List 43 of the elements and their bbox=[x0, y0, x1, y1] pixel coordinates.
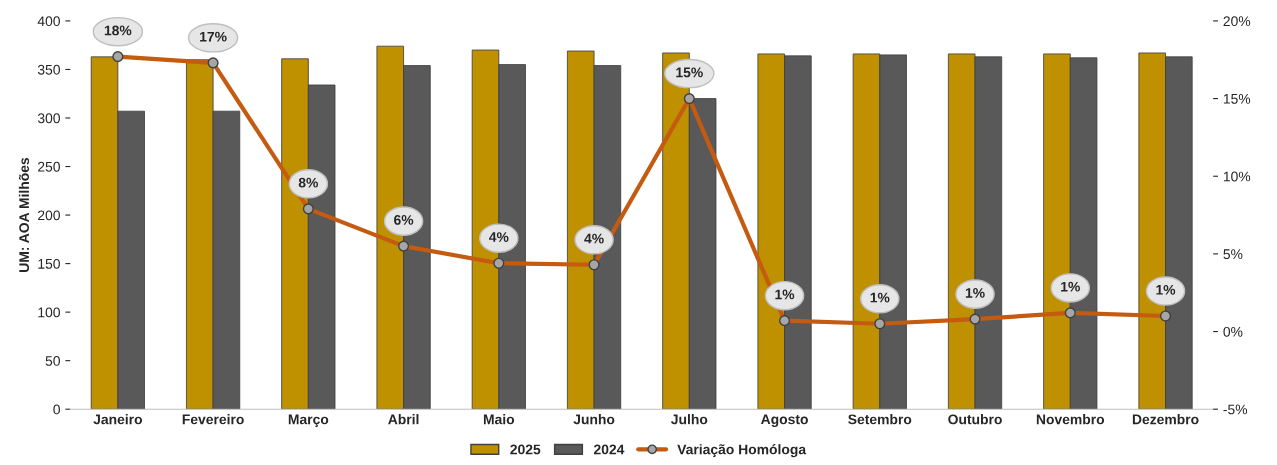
x-tick-label: Agosto bbox=[760, 414, 808, 428]
legend-label: Variação Homóloga bbox=[677, 444, 807, 458]
x-tick-label: Março bbox=[288, 414, 329, 428]
data-label: 18% bbox=[104, 25, 132, 36]
data-label: 1% bbox=[1061, 281, 1080, 292]
data-label: 4% bbox=[489, 232, 509, 242]
data-label: 8% bbox=[298, 177, 319, 188]
data-label: 17% bbox=[200, 31, 227, 42]
legend-label: 2025 bbox=[510, 444, 541, 455]
y-tick-label: 300 bbox=[37, 113, 60, 124]
x-tick-label: Maio bbox=[483, 414, 515, 425]
x-tick-label: Dezembro bbox=[1132, 414, 1199, 425]
x-tick-label: Julho bbox=[671, 414, 708, 425]
x-tick-label: Outubro bbox=[948, 414, 1002, 425]
data-label: 1% bbox=[775, 289, 795, 300]
data-label: 4% bbox=[584, 233, 604, 244]
data-label: 6% bbox=[394, 215, 414, 225]
y2-tick-label: 20% bbox=[1223, 16, 1251, 27]
y-tick-label: 0 bbox=[53, 404, 60, 415]
y-axis-title: UM: AOA Milhões bbox=[18, 157, 30, 272]
y-tick-label: 250 bbox=[38, 161, 60, 172]
y-tick-label: 200 bbox=[38, 210, 60, 221]
x-tick-label: Setembro bbox=[848, 414, 912, 425]
y2-tick-label: 10% bbox=[1223, 171, 1251, 182]
x-tick-label: Novembro bbox=[1036, 414, 1105, 425]
x-tick-label: Abril bbox=[388, 414, 419, 425]
y-tick-label: 350 bbox=[37, 64, 60, 75]
y2-tick-label: -5% bbox=[1223, 404, 1248, 415]
y-tick-label: 400 bbox=[37, 16, 60, 27]
data-label: 15% bbox=[676, 67, 703, 78]
y2-tick-label: 0% bbox=[1223, 326, 1243, 337]
x-tick-label: Fevereiro bbox=[182, 414, 244, 425]
legend-label: 2024 bbox=[593, 444, 625, 455]
x-tick-label: Janeiro bbox=[93, 414, 143, 425]
data-label: 1% bbox=[1156, 284, 1176, 295]
y-tick-label: 150 bbox=[38, 258, 60, 269]
data-label: 1% bbox=[870, 292, 890, 303]
x-tick-label: Junho bbox=[573, 414, 615, 425]
y2-tick-label: 15% bbox=[1223, 93, 1251, 104]
y-tick-label: 100 bbox=[38, 307, 60, 318]
data-label: 1% bbox=[965, 288, 985, 298]
y-tick-label: 50 bbox=[45, 356, 60, 366]
y2-tick-label: 5% bbox=[1223, 249, 1243, 260]
